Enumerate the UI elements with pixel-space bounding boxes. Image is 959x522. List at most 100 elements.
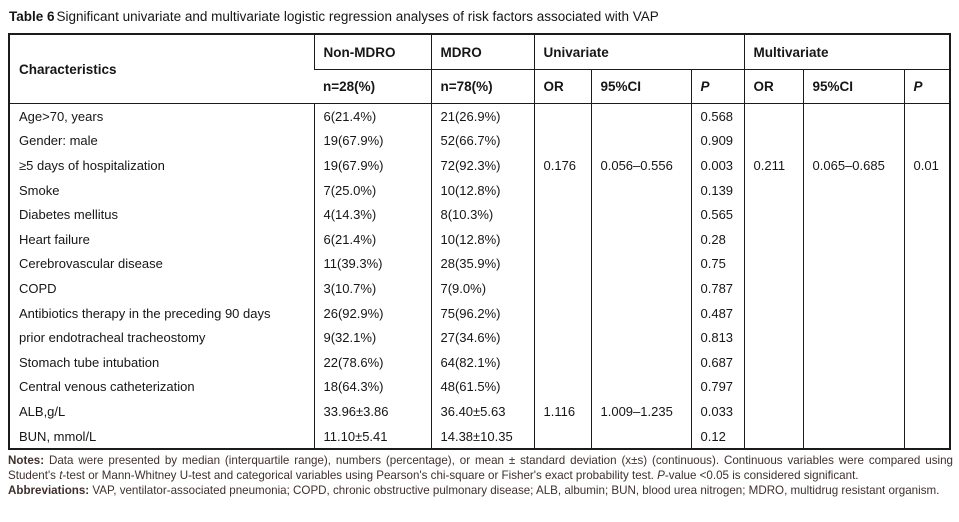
cell-multi-ci: 0.065–0.685 bbox=[802, 153, 905, 178]
cell-multi-p bbox=[903, 300, 951, 326]
cell-non-mdro: 18(64.3%) bbox=[313, 374, 431, 400]
cell-characteristic: Smoke bbox=[19, 182, 60, 198]
cell-characteristic: COPD bbox=[19, 280, 57, 296]
cell-mdro: 52(66.7%) bbox=[430, 128, 534, 154]
cell-non-mdro: 9(32.1%) bbox=[313, 325, 431, 350]
cell-uni-or bbox=[533, 423, 591, 450]
table-row: Stomach tube intubation 22(78.6%) 64(82.1%… bbox=[9, 349, 951, 375]
cell-non-mdro: 11.10±5.41 bbox=[313, 423, 431, 450]
cell-mdro: 21(26.9%) bbox=[430, 103, 534, 129]
cell-multi-ci bbox=[802, 300, 905, 326]
table-number: Table 6 bbox=[9, 9, 55, 24]
cell-uni-or bbox=[533, 300, 591, 326]
cell-uni-or: 0.176 bbox=[533, 153, 591, 178]
cell-uni-ci bbox=[590, 325, 691, 350]
cell-uni-or bbox=[533, 325, 591, 350]
col-header-characteristics: Characteristics bbox=[9, 34, 314, 104]
cell-mdro: 72(92.3%) bbox=[430, 153, 534, 178]
cell-non-mdro: 19(67.9%) bbox=[313, 153, 431, 178]
cell-uni-or bbox=[533, 103, 591, 129]
cell-multi-ci bbox=[802, 226, 905, 252]
cell-multi-ci bbox=[802, 103, 905, 129]
table-row: Heart failure 6(21.4%) 10(12.8%) 0.28 bbox=[9, 226, 951, 252]
cell-uni-p: 0.909 bbox=[690, 128, 745, 154]
cell-non-mdro: 3(10.7%) bbox=[313, 276, 431, 301]
cell-mdro: 7(9.0%) bbox=[430, 276, 534, 301]
cell-uni-ci bbox=[590, 177, 691, 203]
cell-characteristic: Cerebrovascular disease bbox=[19, 256, 163, 272]
cell-multi-ci bbox=[802, 276, 905, 301]
table-body: Age>70, years 6(21.4%) 21(26.9%) 0.568 Gende… bbox=[9, 103, 951, 450]
cell-uni-ci bbox=[590, 251, 691, 277]
col-header-multi-or: OR bbox=[743, 69, 804, 104]
cell-multi-or bbox=[743, 103, 804, 129]
cell-uni-ci bbox=[590, 226, 691, 252]
notes-text: Data were presented by median (interquar… bbox=[8, 454, 953, 482]
cell-multi-p bbox=[903, 103, 951, 129]
table-header: Characteristics Non-MDRO MDRO Univariate… bbox=[9, 34, 951, 104]
header-row-groups: Characteristics Non-MDRO MDRO Univariate… bbox=[9, 34, 951, 104]
cell-uni-p: 0.687 bbox=[690, 349, 745, 375]
col-header-non-mdro: Non-MDRO bbox=[313, 34, 431, 70]
cell-characteristic: Diabetes mellitus bbox=[19, 207, 118, 223]
cell-multi-ci bbox=[802, 251, 905, 277]
cell-uni-ci bbox=[590, 349, 691, 375]
table-row: Age>70, years 6(21.4%) 21(26.9%) 0.568 bbox=[9, 103, 951, 129]
cell-multi-or: 0.211 bbox=[743, 153, 804, 178]
cell-mdro: 8(10.3%) bbox=[430, 202, 534, 227]
cell-mdro: 28(35.9%) bbox=[430, 251, 534, 277]
table-row: Diabetes mellitus 4(14.3%) 8(10.3%) 0.565 bbox=[9, 202, 951, 227]
abbreviations-label: Abbreviations: bbox=[8, 483, 90, 497]
table-row: ≥5 days of hospitalization 19(67.9%) 72(92… bbox=[9, 153, 951, 178]
cell-non-mdro: 26(92.9%) bbox=[313, 300, 431, 326]
cell-multi-or bbox=[743, 349, 804, 375]
cell-characteristic: ALB,g/L bbox=[19, 403, 66, 419]
col-header-n78: n=78(%) bbox=[430, 69, 534, 104]
cell-uni-p: 0.139 bbox=[690, 177, 745, 203]
cell-uni-ci bbox=[590, 374, 691, 400]
notes-text: -value <0.05 is considered significant. bbox=[664, 468, 859, 482]
cell-multi-p bbox=[903, 251, 951, 277]
col-header-uni-ci: 95%CI bbox=[590, 69, 691, 104]
table-row: ALB,g/L 33.96±3.86 36.40±5.63 1.116 1.009–1.… bbox=[9, 399, 951, 424]
notes-label: Notes: bbox=[8, 454, 45, 468]
cell-multi-or bbox=[743, 177, 804, 203]
cell-mdro: 36.40±5.63 bbox=[430, 399, 534, 424]
cell-uni-p: 0.813 bbox=[690, 325, 745, 350]
cell-multi-ci bbox=[802, 399, 905, 424]
cell-multi-p bbox=[903, 399, 951, 424]
cell-uni-or bbox=[533, 177, 591, 203]
cell-multi-p bbox=[903, 128, 951, 154]
notes-italic-t: t bbox=[59, 468, 63, 482]
cell-uni-or bbox=[533, 202, 591, 227]
cell-multi-or bbox=[743, 226, 804, 252]
notes-section: Notes: Data were presented by median (in… bbox=[8, 454, 953, 498]
cell-uni-ci bbox=[590, 300, 691, 326]
cell-uni-p: 0.565 bbox=[690, 202, 745, 227]
notes-paragraph: Notes: Data were presented by median (in… bbox=[8, 454, 953, 483]
cell-multi-ci bbox=[802, 177, 905, 203]
cell-multi-or bbox=[743, 276, 804, 301]
cell-multi-p bbox=[903, 202, 951, 227]
cell-uni-p: 0.003 bbox=[690, 153, 745, 178]
cell-multi-ci bbox=[802, 325, 905, 350]
table-row: Gender: male 19(67.9%) 52(66.7%) 0.909 bbox=[9, 128, 951, 154]
cell-characteristic: prior endotracheal tracheostomy bbox=[19, 330, 206, 346]
cell-characteristic: Stomach tube intubation bbox=[19, 354, 160, 370]
cell-uni-p: 0.033 bbox=[690, 399, 745, 424]
cell-characteristic: Heart failure bbox=[19, 231, 90, 247]
cell-multi-ci bbox=[802, 374, 905, 400]
cell-uni-p: 0.28 bbox=[690, 226, 745, 252]
cell-multi-p bbox=[903, 177, 951, 203]
table-row: COPD 3(10.7%) 7(9.0%) 0.787 bbox=[9, 276, 951, 301]
cell-mdro: 27(34.6%) bbox=[430, 325, 534, 350]
cell-uni-ci: 0.056–0.556 bbox=[590, 153, 691, 178]
cell-uni-ci bbox=[590, 276, 691, 301]
col-header-mdro: MDRO bbox=[430, 34, 534, 70]
cell-multi-or bbox=[743, 300, 804, 326]
notes-italic-p: P bbox=[657, 468, 665, 482]
cell-non-mdro: 11(39.3%) bbox=[313, 251, 431, 277]
col-header-multi-ci: 95%CI bbox=[802, 69, 905, 104]
cell-non-mdro: 22(78.6%) bbox=[313, 349, 431, 375]
cell-characteristic: Antibiotics therapy in the preceding 90 … bbox=[19, 305, 271, 321]
